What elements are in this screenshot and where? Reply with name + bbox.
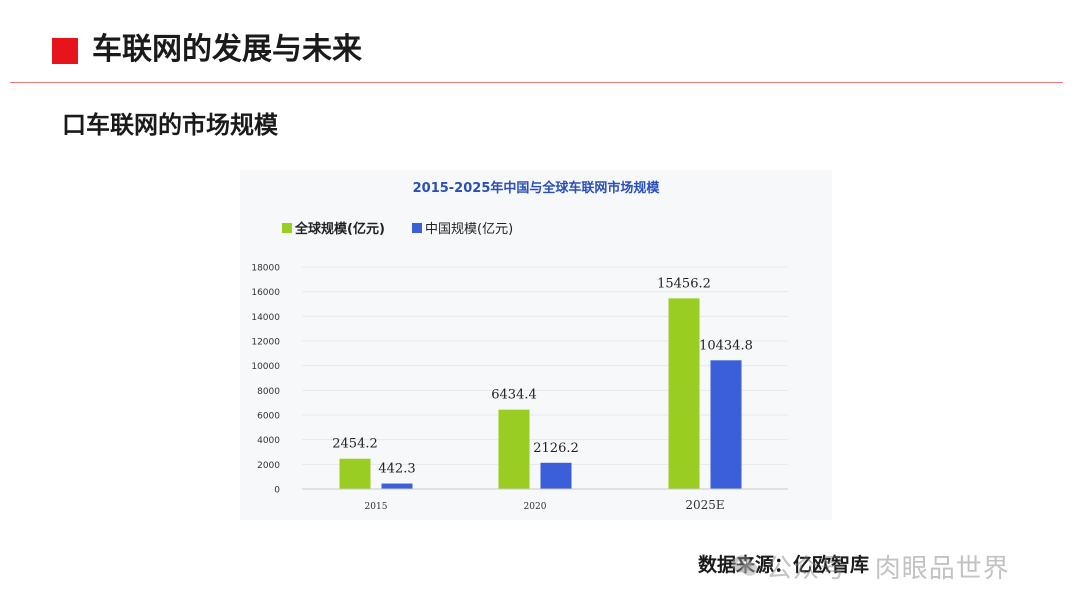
data-label-china-2015: 442.3 [378,462,415,477]
data-label-china-2020: 2126.2 [533,441,579,456]
bar-china-2020 [540,462,572,489]
y-tick-label: 4000 [257,436,280,446]
data-label-global-2020: 6434.4 [491,388,537,403]
chart-panel: 2015-2025年中国与全球车联网市场规模 全球规模(亿元) 中国规模(亿元)… [240,170,832,520]
title-marker [52,38,78,64]
y-tick-label: 0 [274,486,280,496]
bar-global-2020 [498,409,530,489]
grid-lines [302,266,788,465]
page-title: 车联网的发展与未来 [92,32,362,67]
bar-global-2015 [339,458,371,489]
watermark: 公众号 · 肉眼品世界 [730,546,1010,586]
wechat-icon [732,555,758,576]
y-tick-label: 18000 [251,264,280,274]
y-tick-label: 2000 [257,461,280,471]
y-tick-label: 8000 [257,387,280,397]
legend-label-global: 全球规模(亿元) [294,221,385,237]
data-label-global-2025E: 15456.2 [657,276,711,291]
bar-china-2015 [381,483,413,489]
x-tick-label-2025E: 2025E [685,498,724,512]
bar-china-2025E [710,360,742,489]
legend-label-china: 中国规模(亿元) [425,222,513,237]
y-tick-label: 12000 [251,338,280,348]
chart-title: 2015-2025年中国与全球车联网市场规模 [413,180,661,196]
watermark-text: 公众号 · 肉眼品世界 [766,553,1010,584]
header-divider [10,82,1063,83]
x-tick-label-2020: 2020 [524,502,547,512]
bar-global-2025E [668,298,700,489]
bars [339,298,742,489]
y-axis-ticks: 0 2000 4000 6000 8000 10000 12000 14000 16000 180… [251,264,280,496]
data-label-global-2015: 2454.2 [332,437,378,452]
chart-legend: 全球规模(亿元) 中国规模(亿元) [282,221,513,237]
data-source-note: 数据来源：亿欧智库 [698,554,870,576]
market-size-bar-chart: 2015-2025年中国与全球车联网市场规模 全球规模(亿元) 中国规模(亿元)… [251,180,788,512]
legend-swatch-china [412,223,422,233]
y-tick-label: 10000 [251,362,280,372]
section-title: 口车联网的市场规模 [62,111,278,139]
y-tick-label: 6000 [257,412,280,422]
data-label-china-2025E: 10434.8 [699,338,753,353]
legend-swatch-global [282,223,292,233]
x-axis-ticks: 2015 2020 2025E [365,498,725,512]
y-tick-label: 14000 [251,313,280,323]
y-tick-label: 16000 [251,288,280,298]
x-tick-label-2015: 2015 [365,502,388,512]
